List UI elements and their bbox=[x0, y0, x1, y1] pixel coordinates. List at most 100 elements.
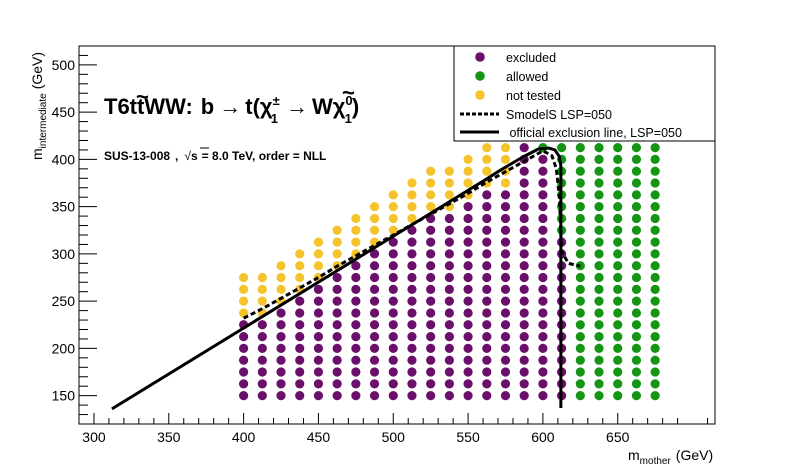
title-chargino-sub: 1 bbox=[271, 111, 278, 126]
point-allowed bbox=[594, 249, 604, 259]
point-allowed bbox=[650, 391, 660, 401]
point-allowed bbox=[575, 308, 585, 318]
sqrt-symbol-icon: √ bbox=[184, 149, 191, 163]
point-excluded bbox=[426, 296, 436, 306]
y-tick-label: 350 bbox=[52, 199, 76, 215]
point-excluded bbox=[538, 391, 548, 401]
subtitle-energy: = 8.0 TeV, order = NLL bbox=[202, 149, 327, 163]
point-allowed bbox=[613, 225, 623, 235]
point-not-tested bbox=[407, 202, 417, 212]
point-excluded bbox=[463, 379, 473, 389]
point-allowed bbox=[650, 331, 660, 342]
point-excluded bbox=[500, 379, 511, 389]
point-excluded bbox=[407, 367, 417, 377]
point-allowed bbox=[575, 284, 585, 294]
point-excluded bbox=[332, 355, 342, 365]
point-not-tested bbox=[463, 154, 473, 164]
point-allowed bbox=[594, 355, 604, 365]
point-not-tested bbox=[426, 178, 436, 188]
legend-label-allowed: allowed bbox=[506, 70, 548, 84]
point-excluded bbox=[444, 296, 454, 306]
point-excluded bbox=[313, 320, 324, 330]
point-allowed bbox=[594, 190, 604, 200]
point-allowed bbox=[650, 261, 660, 271]
point-not-tested bbox=[257, 284, 267, 294]
point-not-tested bbox=[444, 166, 454, 176]
point-excluded bbox=[351, 284, 361, 294]
y-tick-label: 250 bbox=[52, 293, 76, 309]
legend-entry-smodels: SmodelS LSP=050 bbox=[460, 108, 612, 122]
point-excluded bbox=[239, 355, 249, 365]
point-excluded bbox=[463, 296, 473, 306]
point-excluded bbox=[276, 320, 286, 330]
point-not-tested bbox=[351, 213, 361, 224]
point-excluded bbox=[444, 225, 454, 235]
point-allowed bbox=[575, 142, 585, 153]
point-not-tested bbox=[313, 261, 324, 271]
point-not-tested bbox=[482, 166, 492, 176]
point-excluded bbox=[388, 391, 398, 401]
point-excluded bbox=[239, 391, 249, 401]
point-not-tested bbox=[388, 225, 398, 235]
point-excluded bbox=[388, 343, 398, 353]
point-excluded bbox=[482, 225, 492, 235]
point-excluded bbox=[482, 296, 492, 306]
point-excluded bbox=[351, 261, 361, 271]
point-excluded bbox=[276, 367, 286, 377]
point-excluded bbox=[463, 343, 473, 353]
point-excluded bbox=[426, 225, 436, 235]
title-neutralino-sub: 1 bbox=[345, 111, 352, 126]
x-tick-label: 400 bbox=[232, 429, 256, 445]
point-excluded bbox=[463, 320, 473, 330]
point-excluded bbox=[500, 320, 511, 330]
point-excluded bbox=[482, 249, 492, 259]
point-allowed bbox=[594, 284, 604, 294]
point-allowed bbox=[613, 284, 623, 294]
point-allowed bbox=[650, 296, 660, 306]
point-allowed bbox=[594, 225, 604, 235]
point-allowed bbox=[613, 166, 623, 176]
point-not-tested bbox=[482, 154, 492, 164]
point-allowed bbox=[650, 142, 660, 153]
point-excluded bbox=[351, 355, 361, 365]
point-excluded bbox=[538, 261, 548, 271]
point-allowed bbox=[575, 213, 585, 224]
point-excluded bbox=[313, 367, 324, 377]
point-allowed bbox=[613, 367, 623, 377]
point-not-tested bbox=[257, 272, 267, 283]
legend-entry-not-tested: not tested bbox=[475, 89, 561, 103]
point-allowed bbox=[613, 237, 623, 247]
point-allowed bbox=[650, 213, 660, 224]
point-excluded bbox=[444, 261, 454, 271]
x-tick-label: 550 bbox=[456, 429, 480, 445]
point-not-tested bbox=[369, 225, 380, 235]
x-tick-label: 450 bbox=[307, 429, 331, 445]
point-allowed bbox=[631, 296, 642, 306]
point-not-tested bbox=[276, 284, 286, 294]
point-excluded bbox=[482, 331, 492, 342]
point-allowed bbox=[575, 272, 585, 283]
point-excluded bbox=[426, 308, 436, 318]
point-allowed bbox=[631, 284, 642, 294]
point-allowed bbox=[650, 320, 660, 330]
point-excluded bbox=[332, 367, 342, 377]
point-excluded bbox=[313, 379, 324, 389]
chart-subtitle: SUS-13-008, √s = 8.0 TeV, order = NLL bbox=[104, 149, 326, 163]
point-excluded bbox=[276, 343, 286, 353]
point-excluded bbox=[369, 249, 380, 259]
point-excluded bbox=[295, 296, 305, 306]
point-excluded bbox=[538, 249, 548, 259]
legend-marker-excluded bbox=[475, 52, 485, 62]
x-tick-label: 500 bbox=[382, 429, 406, 445]
point-excluded bbox=[257, 379, 267, 389]
point-excluded bbox=[295, 355, 305, 365]
title-neutralino: χ bbox=[333, 94, 346, 119]
point-allowed bbox=[594, 296, 604, 306]
point-excluded bbox=[332, 272, 342, 283]
point-excluded bbox=[463, 284, 473, 294]
point-excluded bbox=[388, 320, 398, 330]
point-not-tested bbox=[426, 166, 436, 176]
point-excluded bbox=[332, 343, 342, 353]
point-allowed bbox=[631, 237, 642, 247]
subtitle-sqrt-s: s bbox=[191, 149, 198, 163]
